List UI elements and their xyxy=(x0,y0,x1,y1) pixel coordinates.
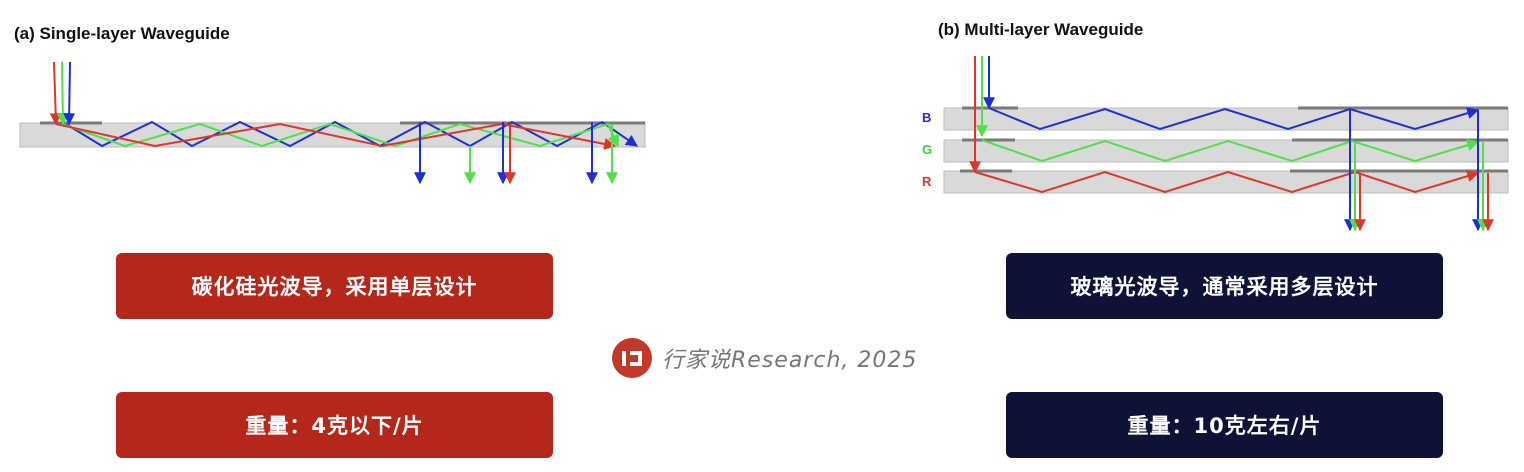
incoming-red-ray-a xyxy=(49,61,62,126)
panel-b-title: (b) Multi-layer Waveguide xyxy=(938,20,1144,39)
multi-layer-weight: 重量：10克左右/片 xyxy=(1006,392,1443,458)
incoming-green-ray-a xyxy=(56,61,69,126)
watermark: 行家说Research, 2025 xyxy=(612,336,917,380)
red-zigzag-b xyxy=(974,170,1480,194)
red-zigzag-a xyxy=(55,122,617,150)
multi-layer-waveguide xyxy=(943,56,1509,232)
layer-label-r: R xyxy=(922,174,932,189)
green-zigzag-a xyxy=(61,122,619,148)
single-layer-waveguide xyxy=(19,61,646,185)
panel-a-title: (a) Single-layer Waveguide xyxy=(14,24,230,43)
blue-zigzag-b xyxy=(988,107,1480,131)
single-layer-caption: 碳化硅光波导，采用单层设计 xyxy=(116,253,553,319)
layer-label-g: G xyxy=(922,142,933,157)
multi-layer-caption: 玻璃光波导，通常采用多层设计 xyxy=(1006,253,1443,319)
single-layer-weight: 重量：4克以下/片 xyxy=(116,392,553,458)
incoming-blue-ray-a xyxy=(63,61,76,126)
layer-label-b: B xyxy=(922,110,932,125)
brand-logo-icon xyxy=(612,338,652,378)
green-zigzag-b xyxy=(981,139,1480,163)
watermark-text: 行家说Research, 2025 xyxy=(662,348,918,373)
